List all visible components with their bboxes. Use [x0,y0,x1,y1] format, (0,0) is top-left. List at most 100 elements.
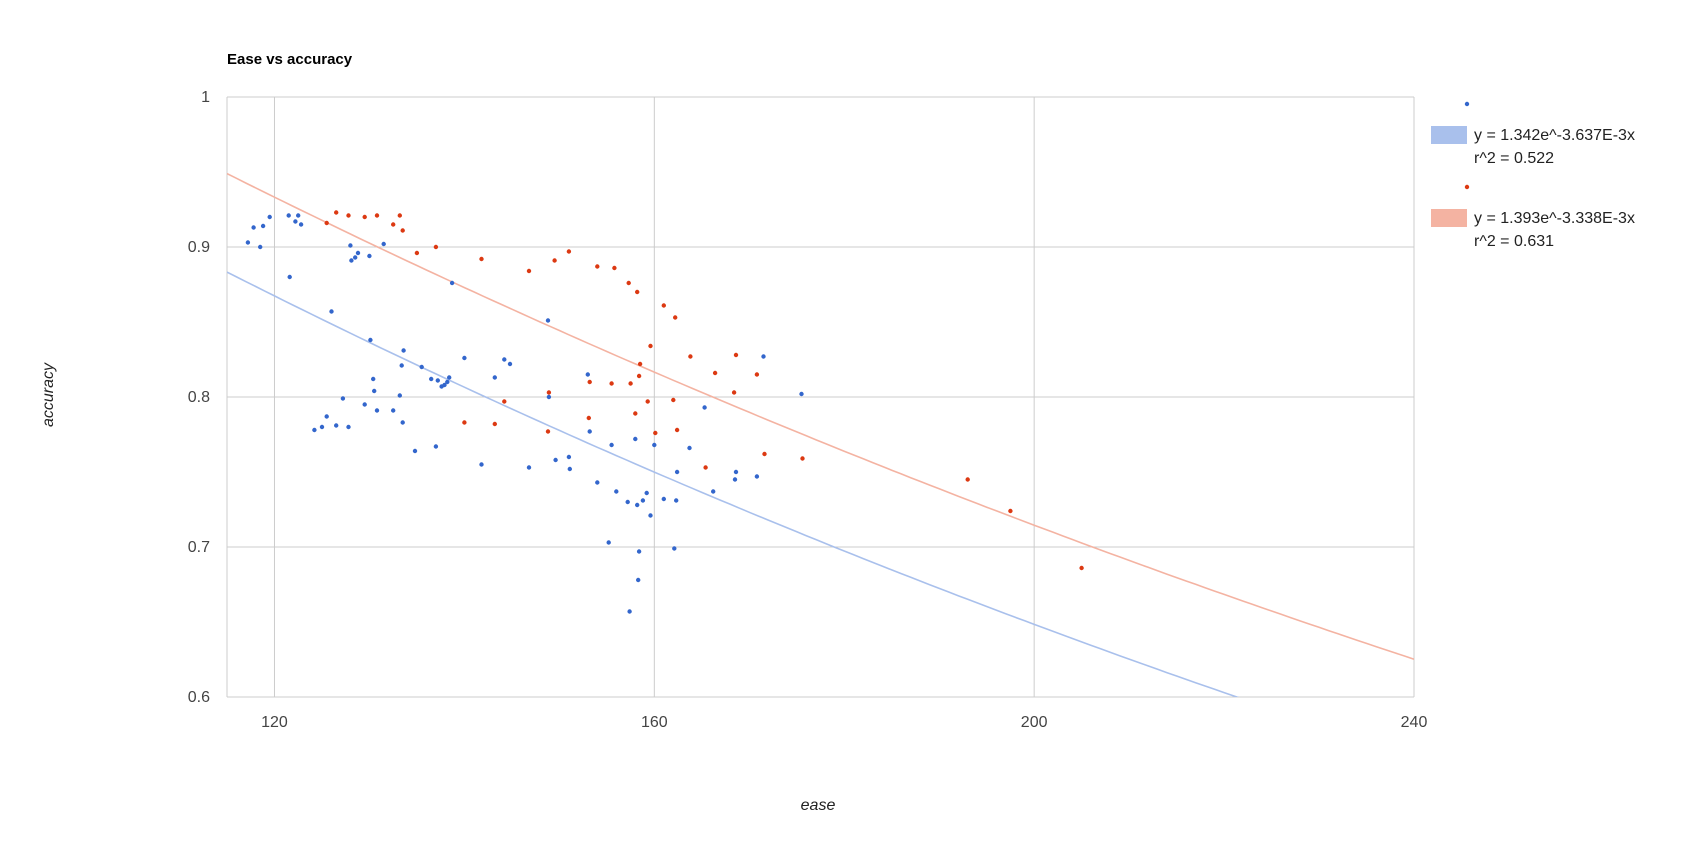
data-point-series-2 [671,397,676,403]
data-point-series-1 [397,393,402,398]
data-point-series-2 [688,354,693,359]
data-point-series-1 [286,213,291,218]
legend-trend-equation: y = 1.393e^-3.338E-3x [1474,210,1635,227]
data-point-series-1 [340,396,346,401]
x-tick-label: 120 [261,714,288,731]
data-point-series-1 [312,427,317,433]
y-tick-label: 0.6 [188,689,210,706]
data-point-series-1 [609,442,614,448]
data-point-series-1 [267,214,272,220]
data-point-series-2 [612,265,617,271]
data-point-series-1 [545,318,551,323]
data-point-series-1 [587,429,592,434]
data-point-series-1 [674,498,679,503]
data-point-series-1 [329,309,334,314]
data-point-series-1 [400,420,405,425]
data-point-series-2 [674,427,680,433]
data-point-series-2 [587,379,592,385]
data-point-series-1 [353,255,358,260]
y-tick-label: 1 [201,89,210,106]
data-point-series-1 [687,445,692,451]
x-tick-label: 240 [1401,714,1428,731]
data-point-series-2 [635,289,640,295]
data-point-series-2 [609,381,614,386]
data-point-series-1 [348,243,353,248]
data-point-series-1 [319,424,325,430]
data-point-series-1 [367,253,372,259]
data-point-series-2 [526,268,532,274]
data-point-series-2 [628,381,633,386]
data-point-series-1 [334,423,339,428]
legend: y = 1.342e^-3.637E-3x r^2 = 0.522 y = 1.39… [1431,101,1635,250]
data-point-series-1 [553,457,558,463]
data-point-series-1 [567,466,572,472]
grid-lines [226,96,1415,698]
data-point-series-1 [362,402,367,407]
data-point-series-1 [355,250,361,256]
data-point-series-2 [374,213,380,218]
data-point-series-1 [633,436,638,442]
data-point-series-2 [637,361,643,367]
data-point-series-1 [674,469,680,475]
data-point-series-2 [595,264,600,269]
x-tick-label: 160 [641,714,668,731]
data-point-series-2 [762,451,767,457]
data-point-series-2 [800,456,805,461]
data-point-series-1 [401,348,406,353]
legend-swatch-trend-1 [1431,126,1467,144]
legend-trend-r2: r^2 = 0.631 [1474,233,1554,250]
data-point-series-1 [644,490,649,496]
data-point-series-1 [433,444,439,449]
data-point-series-1 [640,498,646,503]
data-point-series-1 [502,357,507,362]
data-point-series-2 [754,372,760,377]
x-axis-title: ease [801,797,836,814]
data-point-series-1 [702,405,707,410]
data-point-series-1 [636,549,642,554]
y-tick-label: 0.8 [188,389,210,406]
data-point-series-1 [245,240,251,245]
data-point-series-2 [965,477,970,482]
data-point-series-1 [711,489,716,494]
data-point-series-2 [479,256,484,262]
data-point-series-2 [626,280,631,286]
data-point-series-2 [731,390,737,395]
data-point-series-1 [391,408,396,413]
data-point-series-1 [606,540,611,545]
trendlines [227,172,1414,697]
data-point-series-1 [627,609,632,614]
data-point-series-1 [372,388,377,394]
data-point-series-1 [412,448,418,454]
data-point-series-1 [614,489,619,494]
legend-marker-series-2 [1464,184,1470,190]
data-point-series-1 [648,513,653,518]
data-point-series-1 [754,474,760,479]
data-point-series-2 [391,222,396,227]
data-point-series-2 [545,429,551,434]
data-point-series-1 [507,361,513,367]
data-point-series-1 [492,375,497,380]
data-point-series-2 [397,213,402,218]
trendline-series-1 [227,271,1240,697]
data-point-series-2 [492,421,497,427]
legend-swatch-trend-2 [1431,209,1467,227]
data-point-series-2 [648,343,653,349]
data-point-series-1 [429,376,434,382]
data-point-series-1 [349,258,354,263]
data-point-series-1 [374,408,380,413]
data-point-series-2 [334,210,339,215]
data-point-series-2 [712,370,718,376]
data-point-series-2 [733,352,739,358]
data-point-series-2 [673,315,678,320]
data-point-series-2 [414,250,420,256]
data-point-series-2 [633,411,638,416]
data-point-series-1 [625,499,630,505]
data-point-series-1 [585,372,590,377]
data-point-series-2 [586,415,591,421]
data-point-series-1 [462,355,467,361]
data-points [245,210,1084,614]
data-point-series-2 [1008,508,1013,514]
data-point-series-1 [324,414,329,419]
data-point-series-2 [636,373,642,379]
